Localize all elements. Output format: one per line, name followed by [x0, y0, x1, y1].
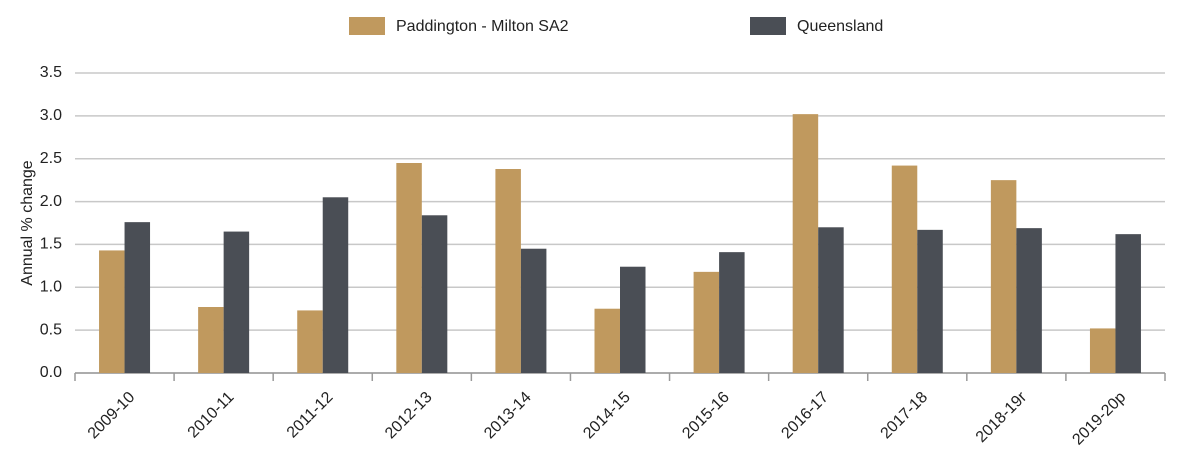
- bar: [917, 229, 943, 373]
- bar: [495, 169, 521, 373]
- x-tick-label: 2018-19r: [973, 388, 1031, 446]
- bar: [421, 215, 448, 373]
- bar: [792, 114, 819, 374]
- bar: [520, 248, 547, 373]
- legend-swatch: [750, 17, 786, 35]
- x-tick-label: 2014-15: [580, 389, 634, 443]
- bar: [891, 165, 918, 373]
- x-tick-label: 2011-12: [284, 389, 337, 442]
- y-axis-label: Annual % change: [19, 160, 36, 286]
- bar: [297, 310, 323, 373]
- bar: [396, 163, 422, 373]
- legend-swatch: [349, 17, 385, 35]
- y-tick-label: 0.0: [40, 364, 62, 381]
- y-tick-label: 3.0: [40, 107, 62, 124]
- y-tick-label: 1.0: [40, 279, 62, 296]
- y-tick-label: 3.5: [40, 64, 62, 81]
- bar: [99, 250, 125, 373]
- x-tick-label: 2013-14: [481, 389, 535, 443]
- bar: [1016, 228, 1042, 373]
- bar: [620, 266, 646, 373]
- bar: [1115, 234, 1141, 373]
- bar: [594, 308, 620, 373]
- x-tick-label: 2017-18: [878, 389, 932, 443]
- legend-label: Queensland: [797, 18, 883, 35]
- bar: [719, 252, 745, 373]
- bar: [1089, 328, 1116, 373]
- y-tick-label: 1.5: [40, 236, 62, 253]
- y-tick-label: 0.5: [40, 321, 62, 338]
- bar: [198, 307, 224, 373]
- x-tick-label: 2012-13: [382, 389, 436, 443]
- bar: [818, 227, 844, 373]
- x-tick-label: 2009-10: [85, 389, 139, 443]
- bar: [223, 231, 250, 373]
- y-tick-label: 2.5: [40, 150, 62, 167]
- x-tick-label: 2019-20p: [1069, 389, 1129, 449]
- bar: [124, 222, 151, 373]
- x-tick-label: 2015-16: [679, 389, 733, 443]
- legend-label: Paddington - Milton SA2: [396, 18, 569, 35]
- bar: [990, 180, 1017, 373]
- bar: [693, 271, 720, 373]
- bar: [322, 197, 349, 373]
- x-tick-label: 2016-17: [778, 389, 832, 443]
- x-tick-label: 2010-11: [185, 389, 238, 442]
- y-tick-label: 2.0: [40, 193, 62, 210]
